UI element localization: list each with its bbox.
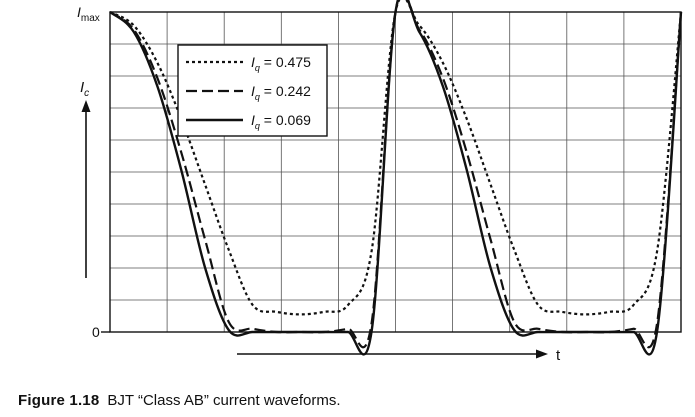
y-axis-arrow-head [81,100,91,112]
legend-entry-3: Iq = 0.069 [186,112,311,131]
y-axis-label: Ic [80,79,89,99]
legend-label-3: Iq = 0.069 [251,112,311,131]
ytick-zero-label: 0 [92,324,100,340]
legend-label-1: Iq = 0.475 [251,54,311,73]
plot-border [109,11,682,333]
figure-caption: Figure 1.18 BJT “Class AB” current wavefo… [18,392,341,409]
legend-entry-2: Iq = 0.242 [186,83,311,102]
legend-label-2: Iq = 0.242 [251,83,311,102]
ytick-max-label: Imax [77,4,100,24]
x-axis-label: t [556,347,561,364]
legend: Iq = 0.475 Iq = 0.242 Iq = 0.069 [177,44,328,137]
figure-label: Figure 1.18 [18,392,100,409]
figure-caption-text: BJT “Class AB” current waveforms. [107,392,341,409]
x-axis-arrow-head [536,349,548,359]
legend-entry-1: Iq = 0.475 [186,54,311,73]
chart: Imax 0 Ic t Iq = 0.475 Iq = 0.242 Iq = 0… [77,0,683,364]
